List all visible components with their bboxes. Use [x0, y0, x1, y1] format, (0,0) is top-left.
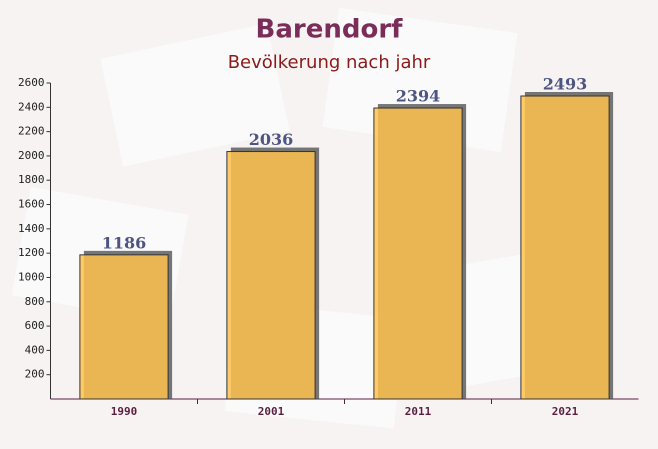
y-tick-label: 1400 [18, 222, 45, 235]
bar [79, 254, 169, 400]
bar [373, 107, 463, 400]
y-tick-label: 1200 [18, 246, 45, 259]
y-tick-label: 1800 [18, 173, 45, 186]
bar [520, 95, 610, 400]
x-tick-label: 2001 [258, 405, 285, 418]
bar [226, 151, 316, 400]
y-tick-label: 200 [25, 368, 45, 381]
y-tick-label: 2400 [18, 100, 45, 113]
chart-title: Barendorf [256, 15, 404, 45]
x-tick-label: 1990 [111, 405, 138, 418]
y-tick-label: 2200 [18, 125, 45, 138]
y-tick-label: 1000 [18, 270, 45, 283]
y-tick-label: 400 [25, 343, 45, 356]
y-tick-label: 600 [25, 319, 45, 332]
y-tick-label: 1600 [18, 198, 45, 211]
x-tick-label: 2011 [405, 405, 432, 418]
y-tick-label: 2600 [18, 76, 45, 89]
x-tick-label: 2021 [552, 405, 579, 418]
value-label: 2394 [396, 87, 441, 106]
chart-subtitle: Bevölkerung nach jahr [228, 52, 431, 73]
y-tick-label: 800 [25, 295, 45, 308]
value-label: 1186 [102, 233, 147, 252]
value-label: 2036 [249, 130, 294, 149]
y-tick-label: 2000 [18, 149, 45, 162]
value-label: 2493 [543, 75, 588, 94]
